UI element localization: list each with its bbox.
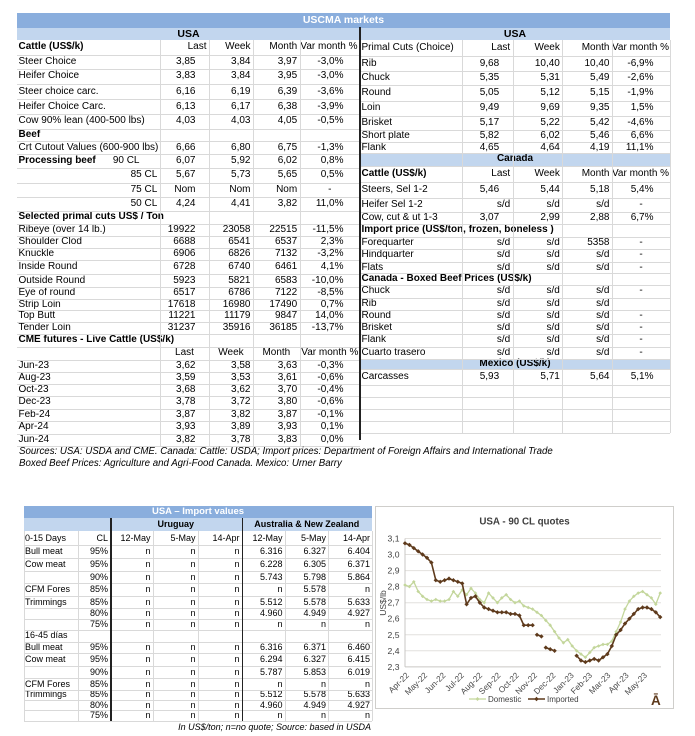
svg-text:Imported: Imported bbox=[547, 695, 579, 704]
svg-text:2,6: 2,6 bbox=[388, 614, 400, 624]
svg-text:USA - 90 CL quotes: USA - 90 CL quotes bbox=[479, 517, 570, 528]
svg-text:Ā: Ā bbox=[651, 693, 661, 708]
svg-text:2,9: 2,9 bbox=[388, 566, 400, 576]
svg-text:2,5: 2,5 bbox=[388, 630, 400, 640]
svg-text:3,1: 3,1 bbox=[388, 534, 400, 544]
svg-text:Domestic: Domestic bbox=[488, 695, 521, 704]
svg-text:3,0: 3,0 bbox=[388, 550, 400, 560]
svg-text:2,8: 2,8 bbox=[388, 582, 400, 592]
svg-text:2,4: 2,4 bbox=[388, 646, 400, 656]
svg-text:2,7: 2,7 bbox=[388, 598, 400, 608]
svg-text:2,3: 2,3 bbox=[388, 662, 400, 672]
svg-text:US$/lb: US$/lb bbox=[378, 590, 388, 616]
